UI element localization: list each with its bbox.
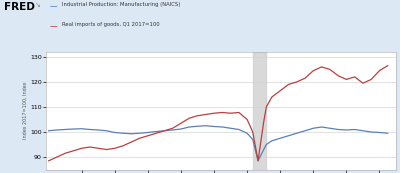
Text: —: —	[50, 22, 58, 31]
Text: ↘: ↘	[35, 2, 41, 8]
Text: Real imports of goods, Q1 2017=100: Real imports of goods, Q1 2017=100	[62, 22, 160, 28]
Text: FRED: FRED	[4, 2, 35, 12]
Text: —: —	[50, 2, 58, 11]
Bar	[253, 52, 266, 170]
Y-axis label: Index 2017=100, Index: Index 2017=100, Index	[22, 82, 27, 139]
Text: Industrial Production: Manufacturing (NAICS): Industrial Production: Manufacturing (NA…	[62, 2, 180, 7]
